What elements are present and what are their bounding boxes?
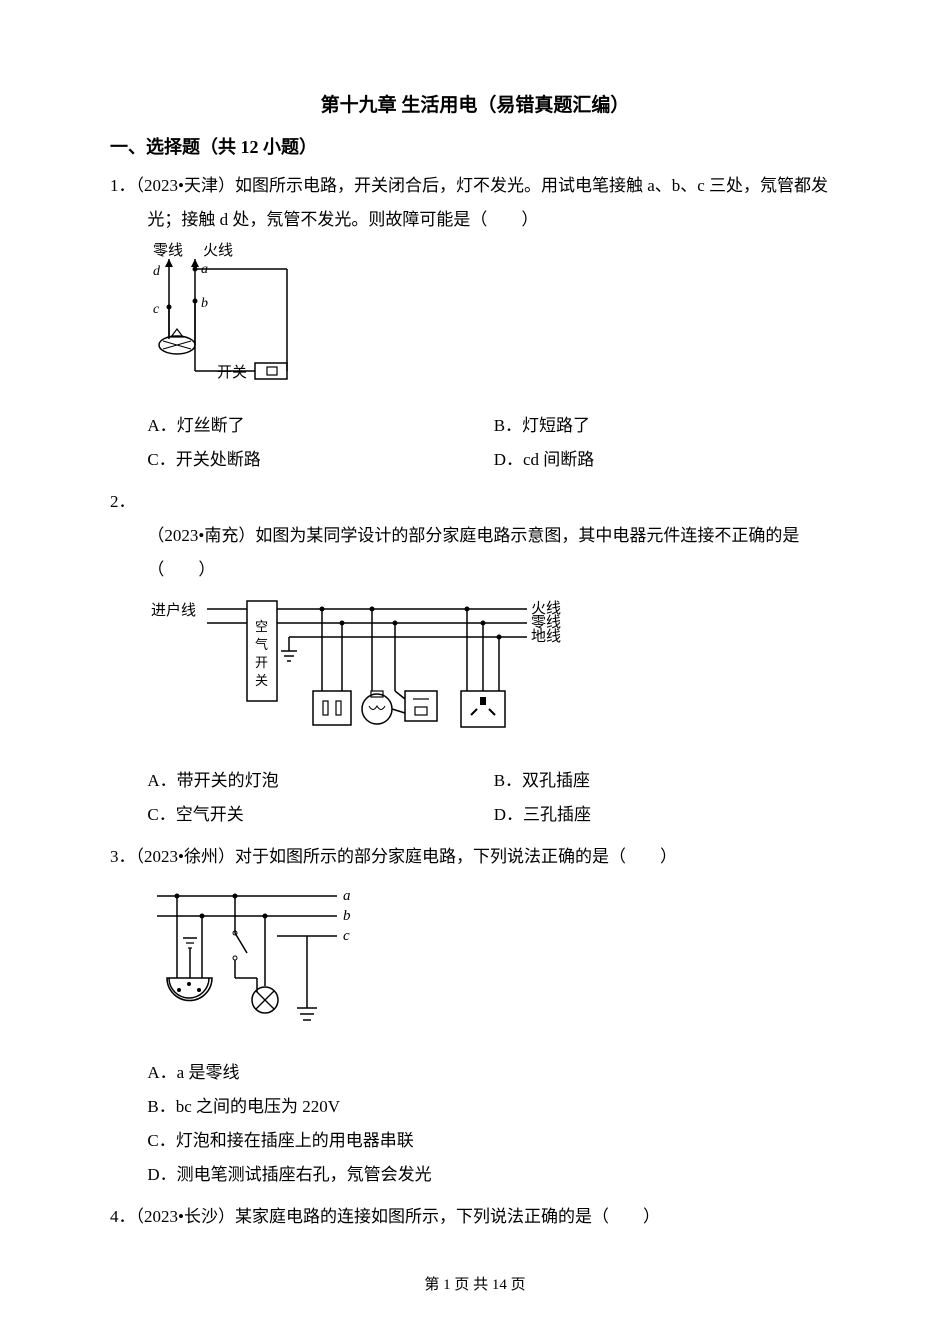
svg-text:气: 气 bbox=[255, 637, 268, 652]
q4-number: 4． bbox=[110, 1207, 136, 1226]
chapter-title: 第十九章 生活用电（易错真题汇编） bbox=[110, 90, 840, 117]
q2-options-row2: C．空气开关 D．三孔插座 bbox=[110, 798, 840, 832]
svg-text:开: 开 bbox=[255, 655, 268, 670]
q2-option-d: D．三孔插座 bbox=[494, 798, 840, 832]
q1-option-c: C．开关处断路 bbox=[147, 443, 493, 477]
question-4: 4．（2023•长沙）某家庭电路的连接如图所示，下列说法正确的是（ ） bbox=[110, 1200, 840, 1234]
q1-option-a: A．灯丝断了 bbox=[147, 409, 493, 443]
three-pin-socket-icon bbox=[461, 607, 505, 728]
q2-options-row1: A．带开关的灯泡 B．双孔插座 bbox=[110, 764, 840, 798]
q2-number: 2． bbox=[110, 492, 136, 511]
air-breaker-icon: 空 气 开 关 bbox=[247, 601, 277, 701]
svg-text:空: 空 bbox=[255, 619, 268, 634]
switch-lamp-icon bbox=[233, 894, 279, 1014]
q3-option-c: C．灯泡和接在插座上的用电器串联 bbox=[110, 1124, 840, 1158]
lamp-icon bbox=[159, 329, 195, 354]
q2-option-a: A．带开关的灯泡 bbox=[147, 764, 493, 798]
q1-option-b: B．灯短路了 bbox=[494, 409, 840, 443]
q4-stem-wrap: 4．（2023•长沙）某家庭电路的连接如图所示，下列说法正确的是（ ） bbox=[110, 1200, 840, 1234]
q1-option-d: D．cd 间断路 bbox=[494, 443, 840, 477]
q1-options-row1: A．灯丝断了 B．灯短路了 bbox=[110, 409, 840, 443]
q1-options-row2: C．开关处断路 D．cd 间断路 bbox=[110, 443, 840, 477]
q1-stem-wrap: 1．（2023•天津）如图所示电路，开关闭合后，灯不发光。用试电笔接触 a、b、… bbox=[110, 169, 840, 237]
q3-number: 3． bbox=[110, 847, 136, 866]
q2-option-b: B．双孔插座 bbox=[494, 764, 840, 798]
label-zero-line: 零线 bbox=[153, 242, 183, 259]
q1-number: 1． bbox=[110, 176, 136, 195]
label-incoming: 进户线 bbox=[151, 602, 196, 619]
switch-icon bbox=[255, 363, 287, 379]
q3-option-d: D．测电笔测试插座右孔，氖管会发光 bbox=[110, 1158, 840, 1192]
question-1: 1．（2023•天津）如图所示电路，开关闭合后，灯不发光。用试电笔接触 a、b、… bbox=[110, 169, 840, 477]
q1-stem: （2023•天津）如图所示电路，开关闭合后，灯不发光。用试电笔接触 a、b、c … bbox=[136, 176, 829, 229]
lamp-with-switch-icon bbox=[362, 607, 437, 725]
q3-stem: （2023•徐州）对于如图所示的部分家庭电路，下列说法正确的是（ ） bbox=[136, 847, 677, 866]
socket-icon bbox=[167, 894, 212, 1001]
q3-option-a: A．a 是零线 bbox=[110, 1056, 840, 1090]
label-c: c bbox=[343, 928, 350, 944]
q4-stem: （2023•长沙）某家庭电路的连接如图所示，下列说法正确的是（ ） bbox=[136, 1207, 660, 1226]
label-switch: 开关 bbox=[217, 364, 247, 381]
section-header: 一、选择题（共 12 小题） bbox=[110, 133, 840, 159]
label-d: d bbox=[153, 264, 161, 279]
label-ground: 地线 bbox=[531, 628, 561, 645]
q2-stem: （2023•南充）如图为某同学设计的部分家庭电路示意图，其中电器元件连接不正确的… bbox=[147, 526, 799, 579]
label-b: b bbox=[343, 908, 351, 924]
q1-diagram: 零线 火线 d c bbox=[110, 241, 840, 403]
q2-option-c: C．空气开关 bbox=[147, 798, 493, 832]
ground-symbol-icon bbox=[281, 637, 297, 661]
svg-text:关: 关 bbox=[255, 673, 268, 688]
question-3: 3．（2023•徐州）对于如图所示的部分家庭电路，下列说法正确的是（ ） a b… bbox=[110, 840, 840, 1192]
label-a: a bbox=[343, 888, 351, 904]
q3-option-b: B．bc 之间的电压为 220V bbox=[110, 1090, 840, 1124]
label-c: c bbox=[153, 302, 160, 317]
page-footer: 第 1 页 共 14 页 bbox=[0, 1273, 950, 1294]
q2-stem-wrap: 2． （2023•南充）如图为某同学设计的部分家庭电路示意图，其中电器元件连接不正… bbox=[110, 485, 840, 587]
q2-diagram: 进户线 火线 零线 地线 空 气 开 关 bbox=[110, 591, 840, 758]
question-2: 2． （2023•南充）如图为某同学设计的部分家庭电路示意图，其中电器元件连接不正… bbox=[110, 485, 840, 832]
q3-diagram: a b c bbox=[110, 878, 840, 1050]
q3-stem-wrap: 3．（2023•徐州）对于如图所示的部分家庭电路，下列说法正确的是（ ） bbox=[110, 840, 840, 874]
label-fire-line: 火线 bbox=[203, 242, 233, 259]
label-b: b bbox=[201, 296, 208, 311]
ground-symbol-icon bbox=[297, 936, 317, 1020]
two-pin-socket-icon bbox=[313, 607, 351, 726]
